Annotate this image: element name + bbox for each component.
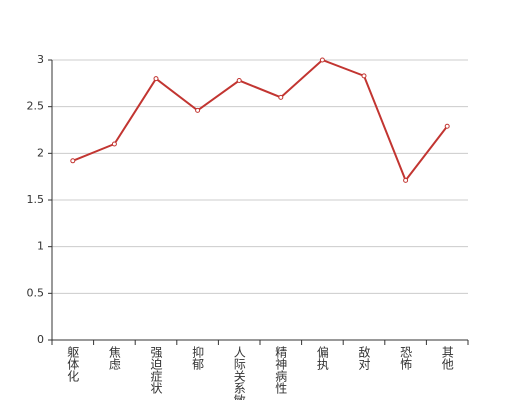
y-tick-label: 1.5: [27, 193, 45, 206]
point: [70, 158, 76, 164]
y-tick-label: 2.5: [27, 100, 45, 113]
y-tick-label: 3: [37, 53, 44, 66]
point: [195, 107, 201, 113]
point: [111, 141, 117, 147]
y-tick-label: 1: [37, 240, 44, 253]
x-tick-label: 抑郁: [190, 346, 205, 370]
x-tick-label: 强迫症状: [149, 346, 163, 394]
point: [444, 123, 450, 129]
y-tick-label: 0: [37, 333, 44, 346]
x-tick-label: 其他: [440, 346, 455, 370]
point: [236, 78, 242, 84]
line: [72, 58, 448, 183]
point: [278, 94, 284, 100]
y-tick-label: 2: [37, 146, 44, 159]
point: [361, 73, 367, 79]
point: [153, 76, 159, 82]
x-tick-label: 躯体化: [65, 346, 80, 382]
x-tick-label: 恐怖: [398, 346, 413, 370]
x-tick-label: 人际关系敏感: [232, 346, 247, 400]
point: [403, 177, 409, 183]
x-tick-label: 精神病性: [273, 346, 288, 394]
point: [319, 57, 325, 63]
x-tick-label: 偏执: [315, 346, 330, 370]
x-tick-label: 焦虑: [107, 346, 122, 370]
y-tick-label: 0.5: [27, 286, 45, 299]
x-tick-label: 敌对: [357, 346, 371, 370]
